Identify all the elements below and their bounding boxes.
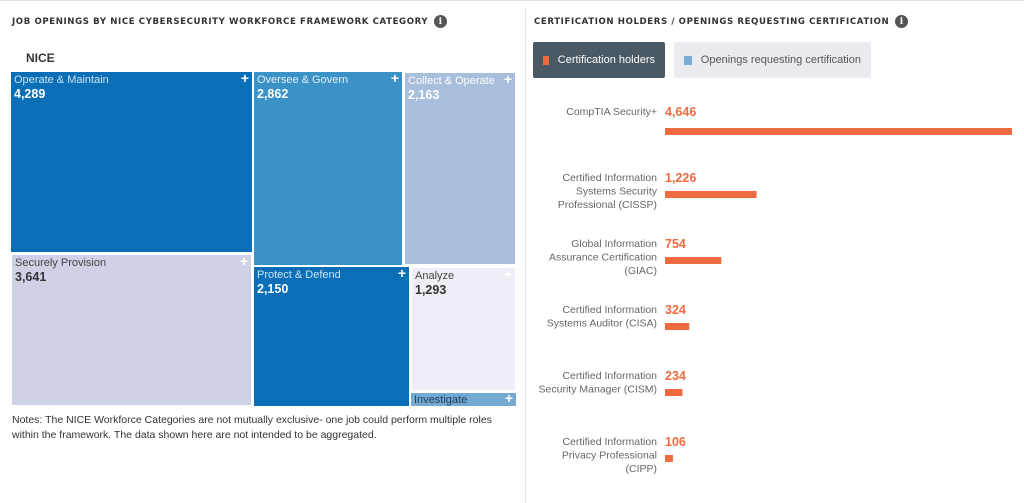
tile-protect-defend-name: Protect & Defend: [257, 269, 341, 281]
openings-swatch: [684, 55, 692, 65]
tile-protect-defend[interactable]: Protect & Defend 2,150 +: [254, 267, 409, 406]
expand-plus-icon[interactable]: +: [240, 72, 249, 86]
legend-openings-label: Openings requesting certification: [700, 54, 861, 66]
bar[interactable]: [665, 323, 690, 330]
bar-chart-title-text: CERTIFICATION HOLDERS / OPENINGS REQUEST…: [534, 16, 890, 27]
bar[interactable]: [665, 257, 722, 264]
bar-category-label: Systems Auditor (CISA): [547, 318, 657, 330]
bar-category-label: Assurance Certification: [549, 252, 657, 264]
tile-analyze[interactable]: Analyze 1,293 +: [411, 267, 516, 391]
bar-category-label: Global Information: [571, 238, 657, 250]
tile-analyze-value: 1,293: [415, 283, 447, 297]
legend-openings-button[interactable]: Openings requesting certification: [674, 42, 871, 78]
treemap-title-text: JOB OPENINGS BY NICE CYBERSECURITY WORKF…: [12, 16, 429, 27]
bar-category-label: (CIPP): [626, 463, 658, 475]
tile-oversee-govern[interactable]: Oversee & Govern 2,862 +: [254, 72, 402, 265]
expand-plus-icon[interactable]: +: [503, 72, 512, 87]
expand-plus-icon[interactable]: +: [503, 267, 512, 282]
expand-plus-icon[interactable]: +: [239, 254, 248, 269]
bar-category-label: Security Manager (CISM): [539, 384, 657, 396]
bar-category-label: Certified Information: [562, 304, 657, 316]
tile-analyze-name: Analyze: [415, 270, 455, 282]
tile-investigate-name: Investigate: [414, 394, 468, 406]
top-rule-left: [0, 0, 352, 1]
holders-swatch: [543, 55, 549, 65]
legend-certification-holders-button[interactable]: Certification holders: [533, 42, 665, 78]
bar-value-label: 234: [665, 369, 686, 383]
bar-category-label: Professional (CISSP): [558, 199, 657, 211]
info-icon[interactable]: i: [434, 15, 448, 28]
tile-securely-provision[interactable]: Securely Provision 3,641 +: [11, 254, 252, 406]
bar-category-label: Certified Information: [562, 172, 657, 184]
panel-divider: [525, 8, 526, 503]
tile-operate-maintain[interactable]: Operate & Maintain 4,289 +: [11, 72, 252, 252]
bar-value-label: 754: [665, 237, 686, 251]
notes-text: Notes: The NICE Workforce Categories are…: [12, 414, 492, 441]
tile-collect-operate-name: Collect & Operate: [408, 75, 495, 87]
info-icon[interactable]: i: [895, 15, 909, 28]
expand-plus-icon[interactable]: +: [397, 267, 406, 281]
legend-holders-label: Certification holders: [557, 54, 655, 66]
top-rule-right: [352, 0, 1024, 1]
tile-collect-operate-value: 2,163: [408, 88, 440, 102]
tile-oversee-govern-name: Oversee & Govern: [257, 74, 349, 86]
tile-oversee-govern-value: 2,862: [257, 87, 289, 101]
bar-value-label: 324: [665, 303, 686, 317]
bar-chart-title: CERTIFICATION HOLDERS / OPENINGS REQUEST…: [534, 15, 909, 28]
bar-category-label: Privacy Professional: [562, 450, 657, 462]
bar-category-label: Certified Information: [562, 370, 657, 382]
tile-securely-provision-value: 3,641: [15, 270, 47, 284]
bar[interactable]: [665, 191, 757, 198]
bar-category-label: Systems Security: [576, 186, 658, 198]
tile-operate-maintain-name: Operate & Maintain: [14, 74, 109, 86]
bar-category-label: (GIAC): [624, 265, 657, 277]
bar[interactable]: [665, 389, 683, 396]
treemap-root-label[interactable]: NICE: [26, 51, 55, 65]
certification-bar-chart: CompTIA Security+ 4,646 Certified Informat…: [539, 105, 1012, 475]
bar[interactable]: [665, 128, 1012, 135]
tile-collect-operate[interactable]: Collect & Operate 2,163 +: [404, 72, 516, 265]
expand-plus-icon[interactable]: +: [504, 393, 513, 406]
bar-value-label: 4,646: [665, 105, 696, 119]
bar[interactable]: [665, 455, 673, 462]
bar-value-label: 106: [665, 435, 686, 449]
bar-category-label: Certified Information: [562, 436, 657, 448]
tile-investigate[interactable]: Investigate +: [411, 393, 516, 406]
tile-securely-provision-name: Securely Provision: [15, 257, 107, 269]
expand-plus-icon[interactable]: +: [390, 72, 399, 86]
tile-protect-defend-value: 2,150: [257, 282, 289, 296]
bar-category-label: CompTIA Security+: [566, 106, 657, 118]
treemap-title: JOB OPENINGS BY NICE CYBERSECURITY WORKF…: [12, 15, 448, 28]
bar-value-label: 1,226: [665, 171, 696, 185]
tile-operate-maintain-value: 4,289: [14, 87, 46, 101]
